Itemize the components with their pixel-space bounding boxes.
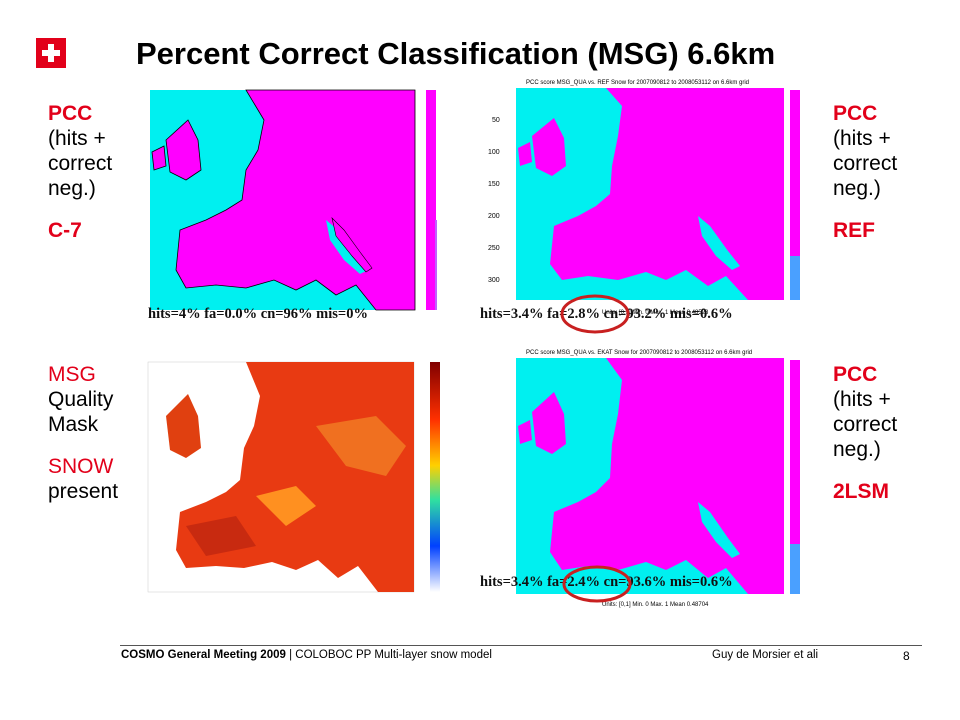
plot-title: PCC score MSG_QUA vs. REF Snow for 20070… xyxy=(526,80,749,86)
pcc-heading: PCC xyxy=(48,102,93,125)
right-bottom-label-block: PCC (hits + correct neg.) 2LSM xyxy=(833,362,897,504)
pcc-line: neg.) xyxy=(833,177,881,200)
fa-highlight-circle xyxy=(562,565,632,603)
y-tick: 300 xyxy=(488,277,500,284)
pcc-line: correct xyxy=(833,413,898,436)
y-tick: 200 xyxy=(488,213,500,220)
model-tag-ref: REF xyxy=(833,219,875,242)
swiss-cross-logo xyxy=(36,38,66,68)
quality-label: Quality xyxy=(48,388,114,411)
plot-caption: Units: [0,1] Min. 0 Max. 1 Mean 0.48528 xyxy=(602,310,709,316)
footer-left: COSMO General Meeting 2009 | COLOBOC PP … xyxy=(121,649,492,661)
footer-author: Guy de Morsier et ali xyxy=(712,649,819,661)
map-ref-pcc: PCC score MSG_QUA vs. REF Snow for 20070… xyxy=(486,76,808,320)
footer-separator: | xyxy=(285,649,296,661)
page-number: 8 xyxy=(903,649,910,663)
stats-c7: hits=4% fa=0.0% cn=96% mis=0% xyxy=(148,306,368,322)
pcc-line: correct xyxy=(48,152,113,175)
footer-event: COSMO General Meeting 2009 xyxy=(121,649,286,661)
pcc-line: neg.) xyxy=(833,438,881,461)
present-label: present xyxy=(48,480,119,503)
snow-label: SNOW xyxy=(48,455,114,478)
pcc-line: (hits + xyxy=(833,388,891,411)
msg-label: MSG xyxy=(48,363,96,386)
model-tag-c7: C-7 xyxy=(48,219,82,242)
fa-highlight-circle xyxy=(560,294,630,334)
map-2lsm-pcc-figure: PCC score MSG_QUA vs. EKAT Snow for 2007… xyxy=(486,344,808,608)
map-2lsm-pcc: PCC score MSG_QUA vs. EKAT Snow for 2007… xyxy=(486,344,808,608)
left-bottom-label-block: MSG Quality Mask SNOW present xyxy=(48,362,118,504)
y-tick: 250 xyxy=(488,245,500,252)
plot-title: PCC score MSG_QUA vs. EKAT Snow for 2007… xyxy=(526,350,752,356)
y-tick: 50 xyxy=(492,117,500,124)
stats-2lsm: hits=3.4% fa=2.4% cn=93.6% mis=0.6% xyxy=(480,574,733,590)
right-top-label-block: PCC (hits + correct neg.) REF xyxy=(833,101,897,243)
footer-talk: COLOBOC PP Multi-layer snow model xyxy=(295,649,492,661)
pcc-heading: PCC xyxy=(833,363,878,386)
slide-title: Percent Correct Classification (MSG) 6.6… xyxy=(136,36,776,71)
pcc-line: neg.) xyxy=(48,177,96,200)
left-top-label-block: PCC (hits + correct neg.) C-7 xyxy=(48,101,112,243)
mask-label: Mask xyxy=(48,413,99,436)
pcc-line: (hits + xyxy=(48,127,106,150)
map-ref-pcc-figure: PCC score MSG_QUA vs. REF Snow for 20070… xyxy=(486,76,808,320)
map-c7-pcc-figure xyxy=(146,80,470,320)
plot-caption: Units: [0,1] Min. 0 Max. 1 Mean 0.48704 xyxy=(602,602,709,608)
stats-ref: hits=3.4% fa=2.8% cn=93.2% mis=0.6% xyxy=(480,306,733,322)
map-msg-quality-mask-figure xyxy=(146,356,470,608)
pcc-heading: PCC xyxy=(833,102,878,125)
pcc-line: correct xyxy=(833,152,898,175)
y-tick: 150 xyxy=(488,181,500,188)
y-tick: 100 xyxy=(488,149,500,156)
model-tag-2lsm: 2LSM xyxy=(833,480,890,503)
map-c7-pcc xyxy=(146,80,470,320)
footer-divider xyxy=(120,645,922,646)
map-msg-quality-mask xyxy=(146,356,470,608)
pcc-line: (hits + xyxy=(833,127,891,150)
